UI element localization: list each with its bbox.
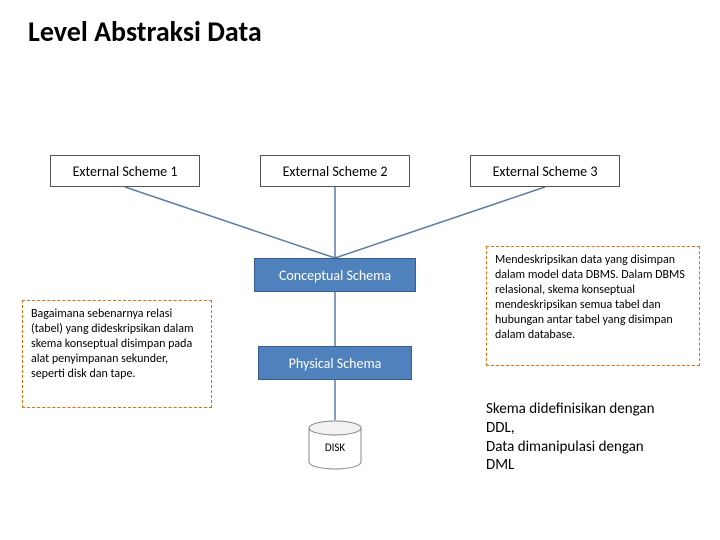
page-title: Level Abstraksi Data: [28, 14, 262, 49]
external-scheme-1-box: External Scheme 1: [50, 155, 200, 187]
ddl-dml-note: Skema didefinisikan dengan DDL, Data dim…: [486, 400, 654, 475]
external-scheme-2-label: External Scheme 2: [283, 163, 388, 180]
external-scheme-3-box: External Scheme 3: [470, 155, 620, 187]
physical-schema-box: Physical Schema: [258, 346, 412, 380]
physical-schema-annotation-text: Bagaimana sebenarnya relasi (tabel) yang…: [31, 307, 194, 381]
note-line-2: DDL,: [486, 419, 654, 438]
physical-schema-label: Physical Schema: [289, 355, 382, 372]
disk-label: DISK: [307, 441, 363, 454]
note-line-4: DML: [486, 456, 654, 475]
conceptual-schema-annotation: Mendeskripsikan data yang disimpan dalam…: [486, 246, 700, 366]
conceptual-schema-label: Conceptual Schema: [279, 267, 391, 284]
external-scheme-1-label: External Scheme 1: [73, 163, 178, 180]
note-line-1: Skema didefinisikan dengan: [486, 400, 654, 419]
conceptual-schema-box: Conceptual Schema: [254, 258, 416, 292]
note-line-3: Data dimanipulasi dengan: [486, 438, 654, 457]
conceptual-schema-annotation-text: Mendeskripsikan data yang disimpan dalam…: [495, 253, 685, 342]
external-scheme-2-box: External Scheme 2: [260, 155, 410, 187]
physical-schema-annotation: Bagaimana sebenarnya relasi (tabel) yang…: [22, 300, 212, 408]
external-scheme-3-label: External Scheme 3: [493, 163, 598, 180]
